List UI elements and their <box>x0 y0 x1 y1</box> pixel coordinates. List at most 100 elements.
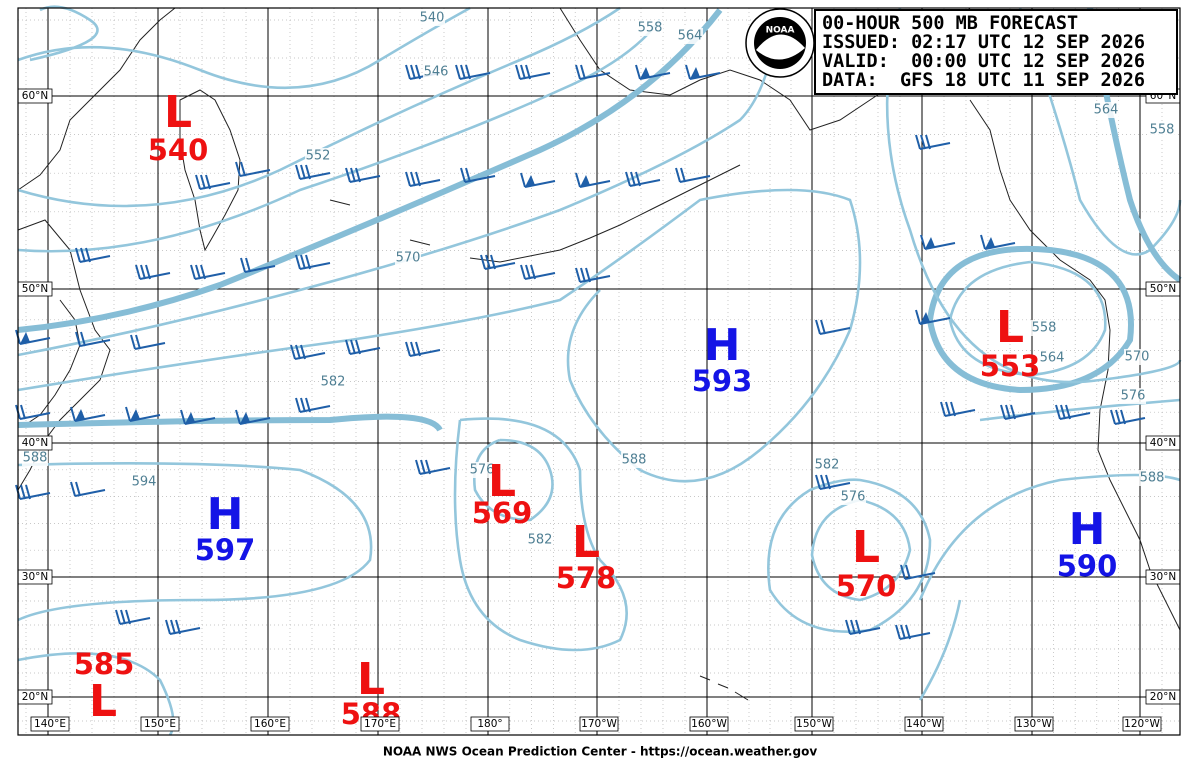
lon-label-bg <box>689 716 729 732</box>
center-value: 590 <box>1057 549 1118 583</box>
barb-feather <box>20 404 26 420</box>
barb-feather <box>295 254 301 270</box>
barb-feather <box>295 397 301 413</box>
barb-feather <box>135 334 141 350</box>
barb-feather <box>180 409 186 425</box>
center-value: 585 <box>74 647 135 681</box>
wind-barb <box>345 339 381 355</box>
barb-feather <box>345 167 351 183</box>
barb-feather <box>120 609 126 625</box>
barb-pennant <box>525 175 535 187</box>
barb-feather <box>125 609 131 625</box>
contour-label: 540 <box>420 11 445 26</box>
wind-barb <box>895 624 931 640</box>
lon-label: 120°W <box>1124 718 1160 730</box>
coast-hawaii <box>699 675 749 701</box>
contour-label: 558 <box>1032 321 1057 336</box>
wind-barb <box>575 172 611 188</box>
barb-feather <box>200 264 206 280</box>
center-value: 578 <box>556 561 617 595</box>
contour-label: 564 <box>1040 351 1065 366</box>
contour-label-bg <box>305 148 331 164</box>
wind-barb <box>675 167 711 183</box>
barb-pennant <box>985 237 995 249</box>
wind-barb <box>920 234 956 250</box>
barb-feather <box>135 264 141 280</box>
contour-label-bg <box>469 462 495 478</box>
contour-label-bg <box>814 457 840 473</box>
barb-feather <box>145 264 151 280</box>
header-line: DATA: GFS 18 UTC 11 SEP 2026 <box>822 70 1145 91</box>
barb-feather <box>900 624 906 640</box>
barb-feather <box>295 164 301 180</box>
contour-label: 564 <box>678 29 703 44</box>
contour-line <box>979 398 1181 422</box>
barb-feather <box>415 171 421 187</box>
barb-feather <box>1010 404 1016 420</box>
wind-barb <box>1055 404 1091 420</box>
barb-feather <box>195 264 201 280</box>
wind-barb <box>75 331 111 347</box>
contour-line <box>17 8 723 333</box>
lon-label-bg <box>1014 716 1054 732</box>
contour-label-bg <box>419 10 445 26</box>
lat-label: 20°N <box>22 691 48 703</box>
barb-pennant <box>925 237 935 249</box>
contour-label-bg <box>527 532 553 548</box>
barb-feather <box>240 161 246 177</box>
wind-barb <box>125 406 161 422</box>
contour-label: 582 <box>321 375 346 390</box>
barb-feather <box>625 171 631 187</box>
lat-label: 50°N <box>1150 283 1176 295</box>
wind-barb <box>980 234 1016 250</box>
header: 00-HOUR 500 MB FORECAST ISSUED: 02:17 UT… <box>814 9 1178 95</box>
barb-feather <box>825 474 831 490</box>
barb-feather <box>895 624 901 640</box>
barb-feather <box>1005 404 1011 420</box>
wind-barb <box>415 459 451 475</box>
lat-label: 60°N <box>22 90 48 102</box>
contour-label-bg <box>1120 388 1146 404</box>
barb-feather <box>850 619 856 635</box>
barb-pennant <box>185 412 195 424</box>
barb-pennant <box>75 409 85 421</box>
barb-pennant <box>20 332 30 344</box>
center-letter: L <box>852 522 880 573</box>
contour-line <box>17 413 443 432</box>
barb-feather <box>520 64 526 80</box>
barb-feather <box>75 481 81 497</box>
barb-feather <box>130 334 136 350</box>
wind-barb <box>575 267 611 283</box>
wind-barb <box>915 134 951 150</box>
contour-label: 576 <box>841 490 866 505</box>
center-value: 597 <box>195 533 256 567</box>
lon-label: 170°E <box>364 718 396 730</box>
barb-feather <box>920 134 926 150</box>
barb-feather <box>355 167 361 183</box>
barb-feather <box>580 64 586 80</box>
barb-feather <box>300 397 306 413</box>
contour-line <box>926 245 1134 394</box>
wind-barb <box>1000 404 1036 420</box>
lat-label: 40°N <box>22 437 48 449</box>
wind-barb <box>295 164 331 180</box>
contour-label: 594 <box>132 475 157 490</box>
barb-feather <box>245 257 251 273</box>
barb-feather <box>950 401 956 417</box>
barb-feather <box>575 64 581 80</box>
wind-barb <box>130 334 166 350</box>
barb-feather <box>405 171 411 187</box>
lon-label: 180° <box>477 718 502 730</box>
lon-label: 150°W <box>796 718 832 730</box>
coast-na-west <box>969 99 1181 631</box>
header-line: ISSUED: 02:17 UTC 12 SEP 2026 <box>822 32 1145 53</box>
barb-feather <box>25 484 31 500</box>
contour-line <box>17 462 373 622</box>
barb-feather <box>200 174 206 190</box>
wind-barb <box>900 564 936 580</box>
barb-feather <box>410 171 416 187</box>
lon-label: 160°W <box>691 718 727 730</box>
contour-label-bg <box>22 450 48 466</box>
